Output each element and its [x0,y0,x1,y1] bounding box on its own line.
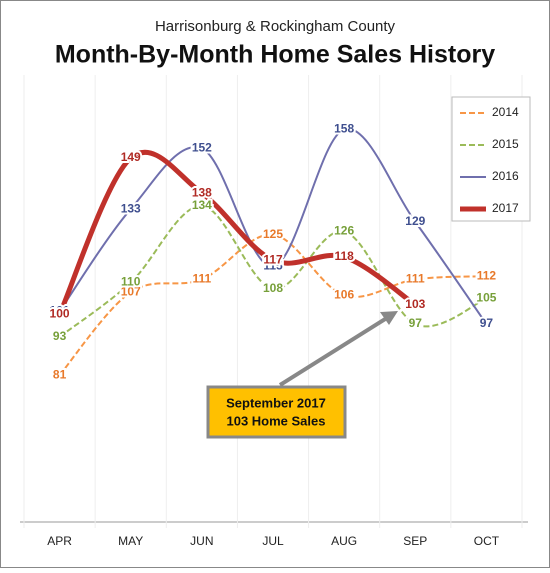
x-tick-label: APR [47,534,72,548]
annotation: September 2017 [226,395,326,410]
data-label: 115 [263,259,283,273]
data-label: 126 [334,224,354,238]
data-label: 118 [334,249,354,263]
legend-label: 2015 [492,137,519,151]
data-label: 117 [263,252,283,266]
legend-label: 2014 [492,105,519,119]
legend-label: 2017 [492,201,519,215]
series-line [57,149,417,316]
data-label: 125 [263,227,283,241]
arrow-head [380,311,398,325]
x-tick-label: JUL [262,534,284,548]
data-label: 106 [334,287,354,301]
data-label: 112 [477,268,497,282]
data-label: 101 [50,303,70,317]
data-label: 105 [476,291,496,305]
data-label: 133 [121,201,141,215]
data-label: 129 [405,214,425,228]
x-tick-label: OCT [474,534,500,548]
series-line [58,127,488,325]
legend-label: 2016 [492,169,519,183]
x-tick-label: AUG [331,534,357,548]
chart-title: Month-By-Month Home Sales History [55,41,495,69]
data-label: 93 [53,329,67,343]
data-label: 138 [192,185,212,199]
data-label: 108 [263,281,283,295]
legend [451,96,531,222]
data-label: 134 [192,198,212,212]
data-label: 158 [334,121,354,135]
data-label: 103 [405,297,425,311]
data-label: 110 [121,275,141,289]
data-label: 111 [406,272,425,286]
data-label: 97 [480,316,494,330]
series-line [58,233,487,376]
annotation-box [206,385,347,439]
data-label: 97 [409,316,423,330]
data-label: 152 [192,141,212,155]
arrow [278,314,392,387]
x-tick-label: SEP [403,534,427,548]
series-line [58,204,487,338]
data-label: 111 [193,272,212,286]
x-tick-label: MAY [118,534,143,548]
annotation: 103 Home Sales [226,413,325,428]
chart-subtitle: Harrisonburg & Rockingham County [155,18,396,35]
data-label: 149 [121,150,141,164]
data-label: 107 [121,284,141,298]
data-label: 100 [50,307,70,321]
data-label: 81 [53,367,67,381]
x-tick-label: JUN [190,534,213,548]
